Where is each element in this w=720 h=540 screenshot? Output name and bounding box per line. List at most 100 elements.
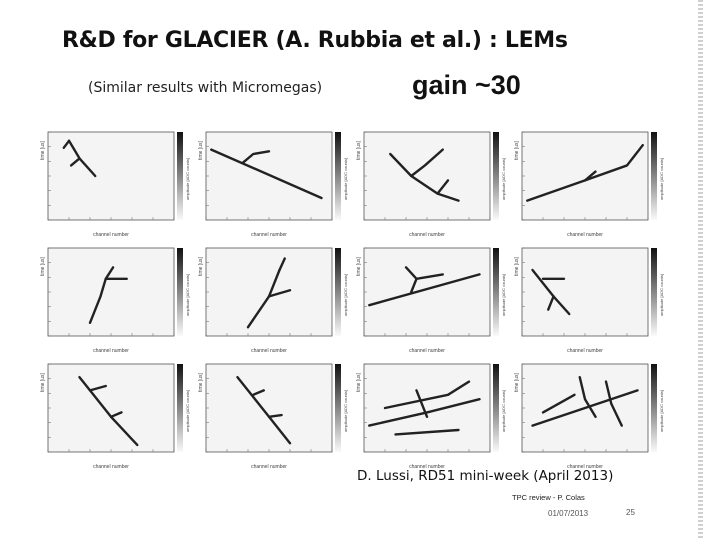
- colorbar: [177, 248, 183, 336]
- track: [436, 179, 450, 195]
- colorbar-label: amplitude [ADC counts]: [185, 274, 190, 316]
- plot-frame: [363, 131, 491, 221]
- slide-title: R&D for GLACIER (A. Rubbia et al.) : LEM…: [62, 28, 568, 53]
- x-axis-label: channel number: [93, 232, 129, 238]
- colorbar-label: amplitude [ADC counts]: [185, 390, 190, 432]
- colorbar-label: amplitude [ADC counts]: [501, 274, 506, 316]
- colorbar: [335, 248, 341, 336]
- footer-date: 01/07/2013: [548, 509, 589, 518]
- track: [578, 375, 597, 418]
- track: [526, 143, 644, 202]
- x-axis-label: channel number: [251, 232, 287, 238]
- credit-text: D. Lussi, RD51 mini-week (April 2013): [357, 468, 614, 484]
- footer-event: TPC review - P. Colas: [512, 493, 585, 502]
- event-display-plot: channel number time [us] amplitude [ADC co…: [38, 130, 192, 242]
- event-display-plot: channel number time [us] amplitude [ADC co…: [512, 362, 666, 474]
- colorbar: [335, 364, 341, 452]
- track: [368, 398, 481, 427]
- track: [531, 389, 639, 427]
- y-axis-label: time [us]: [40, 256, 46, 276]
- track: [88, 277, 107, 325]
- track: [394, 428, 460, 436]
- plot-frame: [363, 363, 491, 453]
- colorbar-label: amplitude [ADC counts]: [659, 390, 664, 432]
- track: [583, 170, 597, 182]
- colorbar: [651, 132, 657, 220]
- track: [69, 157, 81, 167]
- track: [278, 257, 286, 272]
- x-axis-label: channel number: [409, 464, 445, 470]
- colorbar-label: amplitude [ADC counts]: [185, 158, 190, 200]
- x-axis-label: channel number: [409, 232, 445, 238]
- track: [410, 148, 444, 178]
- track: [88, 384, 107, 392]
- y-axis-label: time [us]: [198, 256, 204, 276]
- colorbar: [177, 364, 183, 452]
- event-display-plot: channel number time [us] amplitude [ADC co…: [512, 246, 666, 358]
- colorbar-label: amplitude [ADC counts]: [659, 158, 664, 200]
- track: [389, 152, 460, 202]
- x-axis-label: channel number: [93, 348, 129, 354]
- colorbar: [493, 364, 499, 452]
- plot-frame: [521, 247, 649, 337]
- y-axis-label: time [us]: [198, 372, 204, 392]
- colorbar-label: amplitude [ADC counts]: [343, 274, 348, 316]
- track: [210, 148, 323, 200]
- event-display-plot: channel number time [us] amplitude [ADC co…: [354, 362, 508, 474]
- y-axis-label: time [us]: [356, 140, 362, 160]
- plot-frame: [47, 131, 175, 221]
- x-axis-label: channel number: [567, 464, 603, 470]
- y-axis-label: time [us]: [514, 140, 520, 160]
- x-axis-label: channel number: [251, 464, 287, 470]
- y-axis-label: time [us]: [198, 140, 204, 160]
- event-display-plot: channel number time [us] amplitude [ADC co…: [196, 362, 350, 474]
- colorbar: [493, 248, 499, 336]
- event-display-plot: channel number time [us] amplitude [ADC co…: [196, 130, 350, 242]
- track: [415, 389, 429, 418]
- plot-frame: [47, 363, 175, 453]
- y-axis-label: time [us]: [356, 256, 362, 276]
- track: [241, 150, 271, 164]
- event-display-plot: channel number time [us] amplitude [ADC co…: [196, 246, 350, 358]
- y-axis-label: time [us]: [514, 372, 520, 392]
- colorbar: [177, 132, 183, 220]
- event-display-plot: channel number time [us] amplitude [ADC co…: [38, 362, 192, 474]
- colorbar: [493, 132, 499, 220]
- colorbar: [335, 132, 341, 220]
- plot-frame: [205, 247, 333, 337]
- gain-label: gain ~30: [412, 70, 521, 100]
- track: [267, 413, 283, 418]
- event-display-plot: channel number time [us] amplitude [ADC co…: [354, 246, 508, 358]
- slide-subtitle: (Similar results with Micromegas): [88, 80, 323, 96]
- y-axis-label: time [us]: [40, 140, 46, 160]
- right-edge-stripe: [698, 0, 703, 540]
- x-axis-label: channel number: [567, 232, 603, 238]
- track: [368, 273, 481, 307]
- track: [267, 289, 292, 298]
- plot-frame: [363, 247, 491, 337]
- event-display-plot: channel number time [us] amplitude [ADC co…: [512, 130, 666, 242]
- y-axis-label: time [us]: [356, 372, 362, 392]
- colorbar-label: amplitude [ADC counts]: [659, 274, 664, 316]
- x-axis-label: channel number: [251, 348, 287, 354]
- y-axis-label: time [us]: [40, 372, 46, 392]
- track: [383, 380, 471, 410]
- colorbar-label: amplitude [ADC counts]: [343, 390, 348, 432]
- track: [109, 411, 123, 418]
- y-axis-label: time [us]: [514, 256, 520, 276]
- page-number: 25: [626, 508, 635, 517]
- x-axis-label: channel number: [409, 348, 445, 354]
- track: [410, 277, 418, 294]
- plot-frame: [521, 131, 649, 221]
- track: [62, 139, 71, 150]
- track: [252, 389, 265, 396]
- x-axis-label: channel number: [93, 464, 129, 470]
- colorbar: [651, 248, 657, 336]
- colorbar-label: amplitude [ADC counts]: [501, 158, 506, 200]
- x-axis-label: channel number: [567, 348, 603, 354]
- track: [541, 393, 576, 414]
- plot-frame: [205, 363, 333, 453]
- colorbar-label: amplitude [ADC counts]: [343, 158, 348, 200]
- colorbar-label: amplitude [ADC counts]: [501, 390, 506, 432]
- colorbar: [651, 364, 657, 452]
